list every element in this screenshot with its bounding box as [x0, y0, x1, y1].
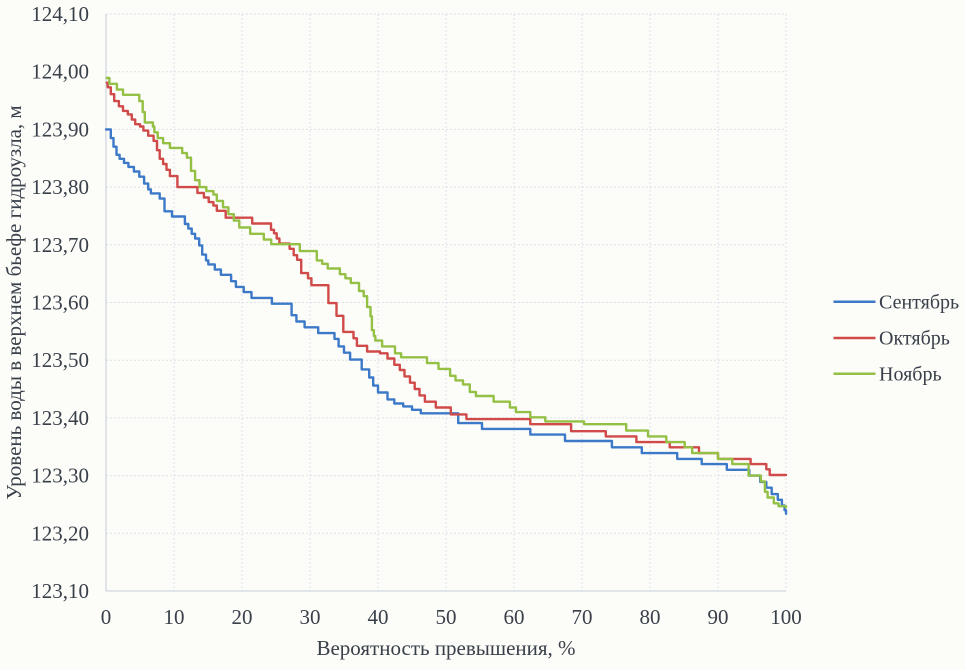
svg-text:70: 70 [572, 605, 593, 629]
svg-text:124,00: 124,00 [31, 60, 89, 84]
svg-text:20: 20 [232, 605, 253, 629]
svg-text:Вероятность превышения, %: Вероятность превышения, % [316, 636, 575, 660]
svg-text:Сентябрь: Сентябрь [879, 291, 959, 313]
svg-text:123,60: 123,60 [31, 291, 89, 315]
svg-text:Ноябрь: Ноябрь [879, 363, 942, 385]
svg-text:60: 60 [504, 605, 525, 629]
svg-text:123,30: 123,30 [31, 464, 89, 488]
svg-text:123,50: 123,50 [31, 348, 89, 372]
svg-text:0: 0 [101, 605, 112, 629]
svg-text:Уровень воды в верхнем бьефе г: Уровень воды в верхнем бьефе гидроузла, … [2, 105, 26, 499]
svg-text:123,90: 123,90 [31, 117, 89, 141]
svg-text:123,70: 123,70 [31, 233, 89, 257]
svg-text:100: 100 [770, 605, 802, 629]
svg-text:124,10: 124,10 [31, 2, 89, 26]
svg-text:40: 40 [368, 605, 389, 629]
svg-text:123,80: 123,80 [31, 175, 89, 199]
svg-text:123,10: 123,10 [31, 579, 89, 603]
svg-text:123,20: 123,20 [31, 521, 89, 545]
svg-text:Октябрь: Октябрь [879, 328, 950, 350]
svg-text:123,40: 123,40 [31, 406, 89, 430]
svg-text:10: 10 [164, 605, 185, 629]
svg-text:80: 80 [640, 605, 661, 629]
svg-text:30: 30 [300, 605, 321, 629]
svg-text:50: 50 [436, 605, 457, 629]
svg-text:90: 90 [708, 605, 729, 629]
